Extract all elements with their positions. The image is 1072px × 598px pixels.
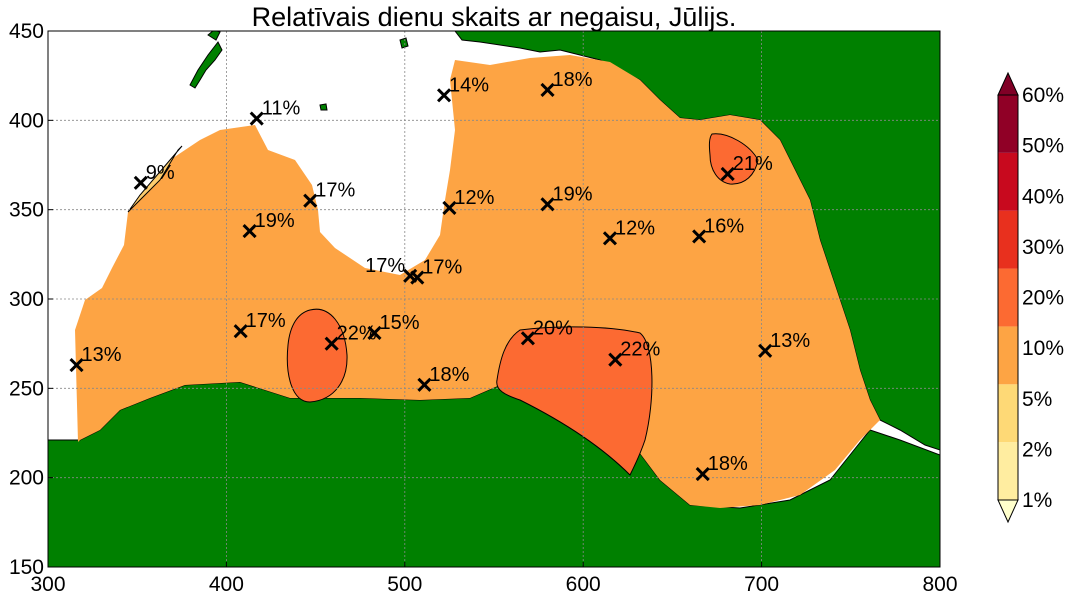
station-label: 12% xyxy=(454,187,494,209)
station-label: 19% xyxy=(553,183,593,205)
station-label: 20% xyxy=(533,317,573,339)
station-label: 15% xyxy=(379,312,419,334)
station-label: 18% xyxy=(708,453,748,475)
station-marker xyxy=(520,331,535,346)
x-axis: 300 400 500 600 700 800 xyxy=(30,562,958,596)
colorbar-label: 40% xyxy=(1022,185,1064,208)
station-marker xyxy=(442,200,457,215)
x-tick-label: 800 xyxy=(922,573,957,596)
station-label: 17% xyxy=(315,180,355,202)
island-small-1 xyxy=(207,31,221,41)
station-label: 16% xyxy=(704,215,744,237)
island-saaremaa xyxy=(189,41,223,89)
station-marker xyxy=(608,352,623,367)
x-tick-label: 700 xyxy=(744,573,779,596)
station-marker xyxy=(695,467,710,482)
station-label: 17% xyxy=(365,255,405,277)
station-label: 14% xyxy=(449,74,489,96)
y-tick-label: 200 xyxy=(9,467,44,490)
region-band-10-20 xyxy=(75,55,880,508)
station-marker xyxy=(367,325,382,341)
y-tick-label: 400 xyxy=(9,109,44,132)
station-marker xyxy=(324,336,339,351)
station-marker xyxy=(242,224,257,239)
colorbar-label: 1% xyxy=(1022,489,1052,512)
station-label: 22% xyxy=(337,323,377,345)
colorbar-band xyxy=(998,326,1018,385)
colorbar-label: 10% xyxy=(1022,337,1064,360)
stations-layer: 13%9%19%11%17%17%22% 15%17% 17%18%14%12%20… xyxy=(69,69,810,482)
station-marker xyxy=(233,324,248,339)
station-marker xyxy=(540,82,555,98)
station-label: 17% xyxy=(422,257,462,279)
y-axis: 450 400 350 300 250 200 150 xyxy=(9,20,53,579)
x-tick-label: 600 xyxy=(566,573,601,596)
station-marker xyxy=(692,229,707,244)
colorbar-band xyxy=(998,210,1018,269)
colorbar-label: 20% xyxy=(1022,287,1064,310)
station-label: 13% xyxy=(770,330,810,352)
colorbar-band xyxy=(998,152,1018,211)
x-tick-label: 400 xyxy=(209,573,244,596)
x-tick-label: 300 xyxy=(30,573,65,596)
y-tick-label: 450 xyxy=(9,20,44,43)
colorbar-label: 60% xyxy=(1022,84,1064,107)
x-tick-label: 500 xyxy=(387,573,422,596)
region-band-20-30-west xyxy=(286,308,348,403)
colorbar-label: 5% xyxy=(1022,388,1052,411)
station-label: 21% xyxy=(733,153,773,175)
station-marker xyxy=(602,231,618,246)
map-title: Relatīvais dienu skaits ar negaisu, Jūli… xyxy=(251,2,737,32)
station-marker xyxy=(249,111,264,126)
colorbar-label: 50% xyxy=(1022,135,1064,158)
station-marker xyxy=(303,193,318,208)
colorbar-band xyxy=(998,95,1018,153)
station-marker xyxy=(410,270,425,285)
station-label: 11% xyxy=(262,98,301,120)
colorbar-band xyxy=(998,268,1018,327)
station-label: 18% xyxy=(429,364,469,386)
y-tick-label: 150 xyxy=(9,556,44,579)
y-tick-label: 250 xyxy=(9,377,44,400)
station-marker xyxy=(720,166,735,181)
station-label: 22% xyxy=(620,339,660,361)
colorbar-label: 30% xyxy=(1022,236,1064,259)
station-label: 12% xyxy=(615,217,655,239)
gridlines xyxy=(48,31,940,567)
station-label: 19% xyxy=(255,210,295,232)
colorbar-extend-low xyxy=(997,499,1019,524)
colorbar-band xyxy=(998,384,1018,443)
region-band-20-30-east xyxy=(708,133,759,185)
station-marker xyxy=(540,197,555,212)
station-marker xyxy=(417,377,432,392)
station-marker xyxy=(133,175,148,190)
colorbar-band xyxy=(998,442,1018,500)
station-marker xyxy=(69,358,84,373)
station-label: 13% xyxy=(82,344,122,366)
station-label: 17% xyxy=(246,310,286,332)
island-small-3 xyxy=(319,103,328,111)
y-tick-label: 300 xyxy=(9,288,44,311)
colorbar-label: 2% xyxy=(1022,438,1052,461)
colorbar-extend-high xyxy=(997,71,1019,96)
station-label: 9% xyxy=(146,162,175,184)
station-marker xyxy=(758,343,773,358)
y-tick-label: 350 xyxy=(9,199,44,222)
colorbar: 60% 50% 40% 30% 20% 10% 5% 2% 1% xyxy=(997,71,1064,524)
station-label: 18% xyxy=(553,69,593,91)
island-small-2 xyxy=(399,37,409,49)
colorbar-frame xyxy=(997,94,1019,501)
station-marker xyxy=(436,88,452,103)
